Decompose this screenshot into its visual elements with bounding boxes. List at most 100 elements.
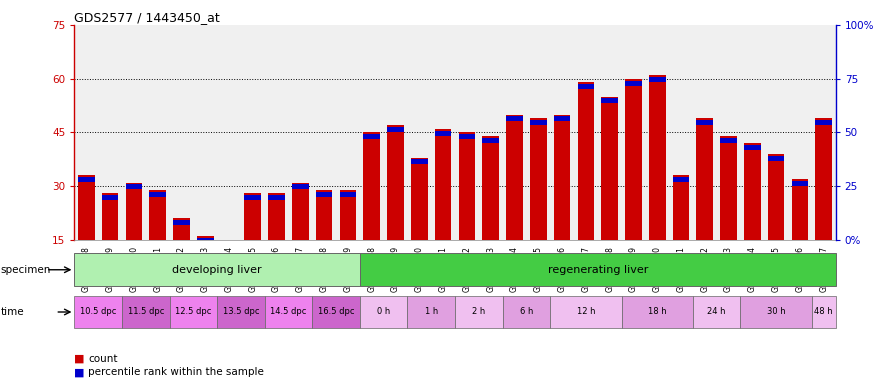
Bar [217,296,265,328]
Bar [435,129,452,240]
Bar [269,194,285,240]
Bar [578,84,594,89]
Bar [125,184,142,189]
Bar [816,118,832,240]
Bar [173,220,190,225]
Bar [170,296,217,328]
Bar [482,136,499,240]
Text: specimen: specimen [1,265,52,275]
Bar [340,190,356,240]
Text: 30 h: 30 h [766,308,786,316]
Bar [458,134,475,139]
Bar [78,175,94,240]
Bar [673,175,690,240]
Bar [197,237,214,240]
Bar [340,192,356,197]
Text: percentile rank within the sample: percentile rank within the sample [88,367,264,377]
Bar [816,120,832,125]
Text: time: time [1,307,24,317]
Bar [768,154,785,240]
Bar [720,138,737,143]
Bar [455,296,502,328]
Bar [550,296,621,328]
Bar [625,79,641,240]
Bar [693,296,740,328]
Bar [625,81,641,86]
Bar [744,143,760,240]
Bar [435,131,452,136]
Bar [150,190,166,240]
Text: count: count [88,354,118,364]
Bar [292,184,309,189]
Text: ■: ■ [74,367,85,377]
Bar [265,296,312,328]
Text: 1 h: 1 h [424,308,438,316]
Bar [125,183,142,240]
Text: 48 h: 48 h [815,308,833,316]
Bar [506,116,522,121]
Bar [554,114,570,240]
Bar [696,120,713,125]
Bar [720,136,737,240]
Text: GDS2577 / 1443450_at: GDS2577 / 1443450_at [74,11,220,24]
Bar [792,179,808,240]
Bar [74,253,360,286]
Bar [269,195,285,200]
Bar [601,98,618,103]
Bar [411,157,428,240]
Bar [74,296,122,328]
Bar [122,296,170,328]
Bar [411,159,428,164]
Bar [554,116,570,121]
Bar [649,75,666,240]
Text: regenerating liver: regenerating liver [548,265,648,275]
Bar [812,296,836,328]
Bar [244,195,261,200]
Text: developing liver: developing liver [172,265,262,275]
Bar [360,296,408,328]
Text: 14.5 dpc: 14.5 dpc [270,308,306,316]
Bar [316,190,332,240]
Bar [388,127,404,132]
Text: 12 h: 12 h [577,308,595,316]
Bar [220,245,237,250]
Bar [601,97,618,240]
Bar [530,120,547,125]
Bar [502,296,550,328]
Bar [388,125,404,240]
Text: 12.5 dpc: 12.5 dpc [175,308,212,316]
Bar [102,195,118,200]
Text: 10.5 dpc: 10.5 dpc [80,308,116,316]
Bar [363,132,380,240]
Bar [506,114,522,240]
Bar [316,192,332,197]
Bar [360,253,836,286]
Bar [482,138,499,143]
Text: 2 h: 2 h [473,308,486,316]
Bar [458,132,475,240]
Bar [744,145,760,150]
Bar [649,77,666,82]
Bar [768,156,785,161]
Bar [740,296,812,328]
Bar [244,194,261,240]
Bar [150,192,166,197]
Text: 6 h: 6 h [520,308,533,316]
Bar [530,118,547,240]
Text: 24 h: 24 h [707,308,726,316]
Text: 13.5 dpc: 13.5 dpc [222,308,259,316]
Bar [578,82,594,240]
Bar [792,181,808,186]
Text: 16.5 dpc: 16.5 dpc [318,308,354,316]
Bar [696,118,713,240]
Bar [312,296,360,328]
Text: 0 h: 0 h [377,308,390,316]
Bar [621,296,693,328]
Text: ■: ■ [74,354,85,364]
Bar [673,177,690,182]
Text: 18 h: 18 h [648,308,667,316]
Bar [363,134,380,139]
Text: 11.5 dpc: 11.5 dpc [128,308,164,316]
Bar [102,194,118,240]
Bar [292,183,309,240]
